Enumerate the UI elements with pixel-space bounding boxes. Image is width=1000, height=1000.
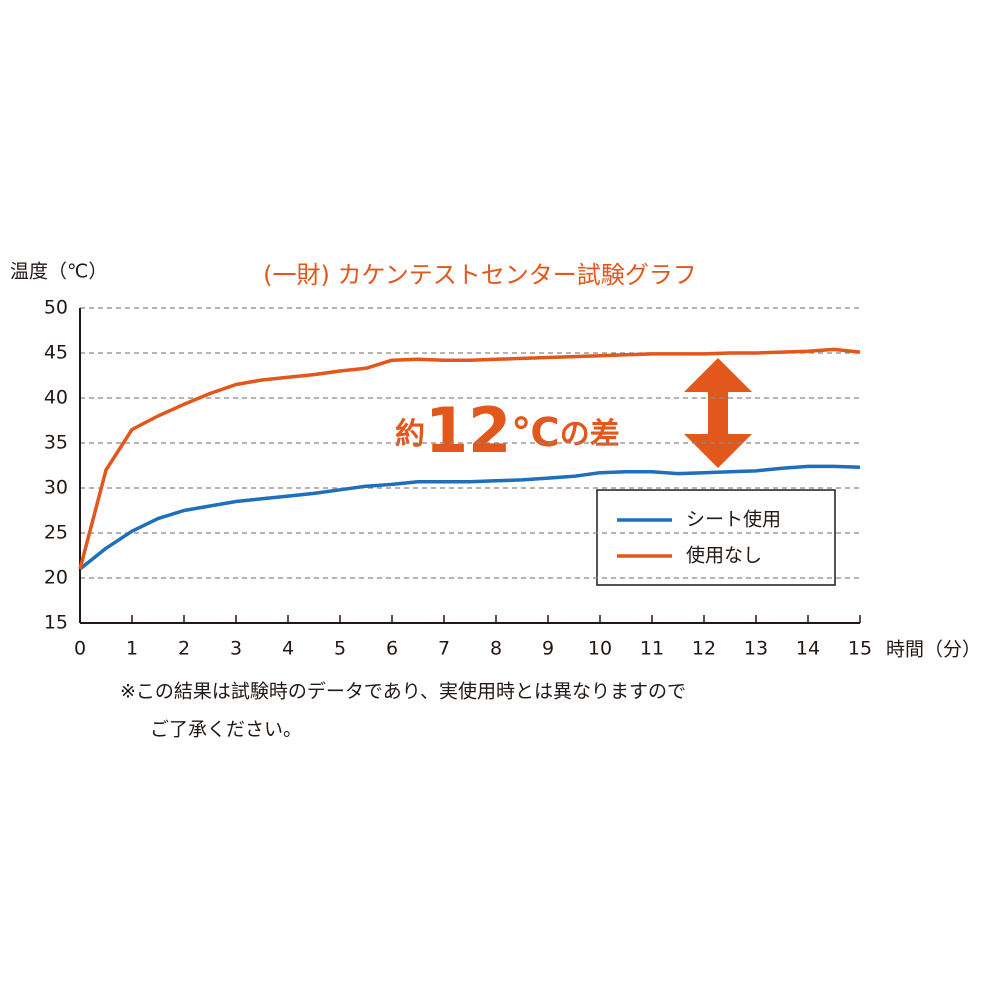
series-line: [78, 347, 861, 570]
annotation-part: ℃: [511, 410, 559, 456]
y-axis-label: 温度（℃）: [10, 261, 107, 283]
y-tick-label: 25: [44, 522, 68, 544]
legend-label: シート使用: [686, 509, 781, 531]
x-tick-label: 2: [178, 638, 190, 660]
chart-title: (一財) カケンテストセンター試験グラフ: [263, 261, 697, 289]
x-tick-label: 9: [542, 638, 554, 660]
y-tick-label: 45: [44, 342, 68, 364]
difference-arrow: [684, 358, 752, 468]
x-tick-label: 0: [74, 638, 86, 660]
y-tick-label: 20: [44, 567, 68, 589]
x-axis-label: 時間（分）: [886, 639, 981, 661]
x-tick-label: 4: [282, 638, 294, 660]
legend: [596, 489, 836, 586]
x-tick-label: 3: [230, 638, 242, 660]
x-tick-label: 15: [848, 638, 872, 660]
x-tick-label: 14: [796, 638, 820, 660]
x-tick-label: 10: [588, 638, 612, 660]
x-tick-label: 6: [386, 638, 398, 660]
x-tick-label: 11: [640, 638, 664, 660]
y-tick-label: 40: [44, 387, 68, 409]
y-tick-label: 50: [44, 297, 68, 319]
annotation-part: の差: [560, 417, 620, 452]
legend-label: 使用なし: [686, 545, 762, 567]
x-tick-label: 7: [438, 638, 450, 660]
x-tick-label: 13: [744, 638, 768, 660]
x-tick-label: 5: [334, 638, 346, 660]
series-line: [78, 464, 861, 571]
footnote: ※この結果は試験時のデータであり、実使用時とは異なりますので: [120, 681, 686, 703]
annotation: 約12℃の差: [395, 394, 620, 467]
x-tick-label: 1: [126, 638, 138, 660]
x-tick-label: 12: [692, 638, 716, 660]
annotation-part: 約: [395, 417, 425, 452]
footnote: ご了承ください。: [150, 719, 302, 741]
y-tick-label: 30: [44, 477, 68, 499]
y-tick-label: 15: [44, 612, 68, 634]
y-tick-label: 35: [44, 432, 68, 454]
annotation-part: 12: [425, 394, 511, 467]
x-tick-label: 8: [490, 638, 502, 660]
